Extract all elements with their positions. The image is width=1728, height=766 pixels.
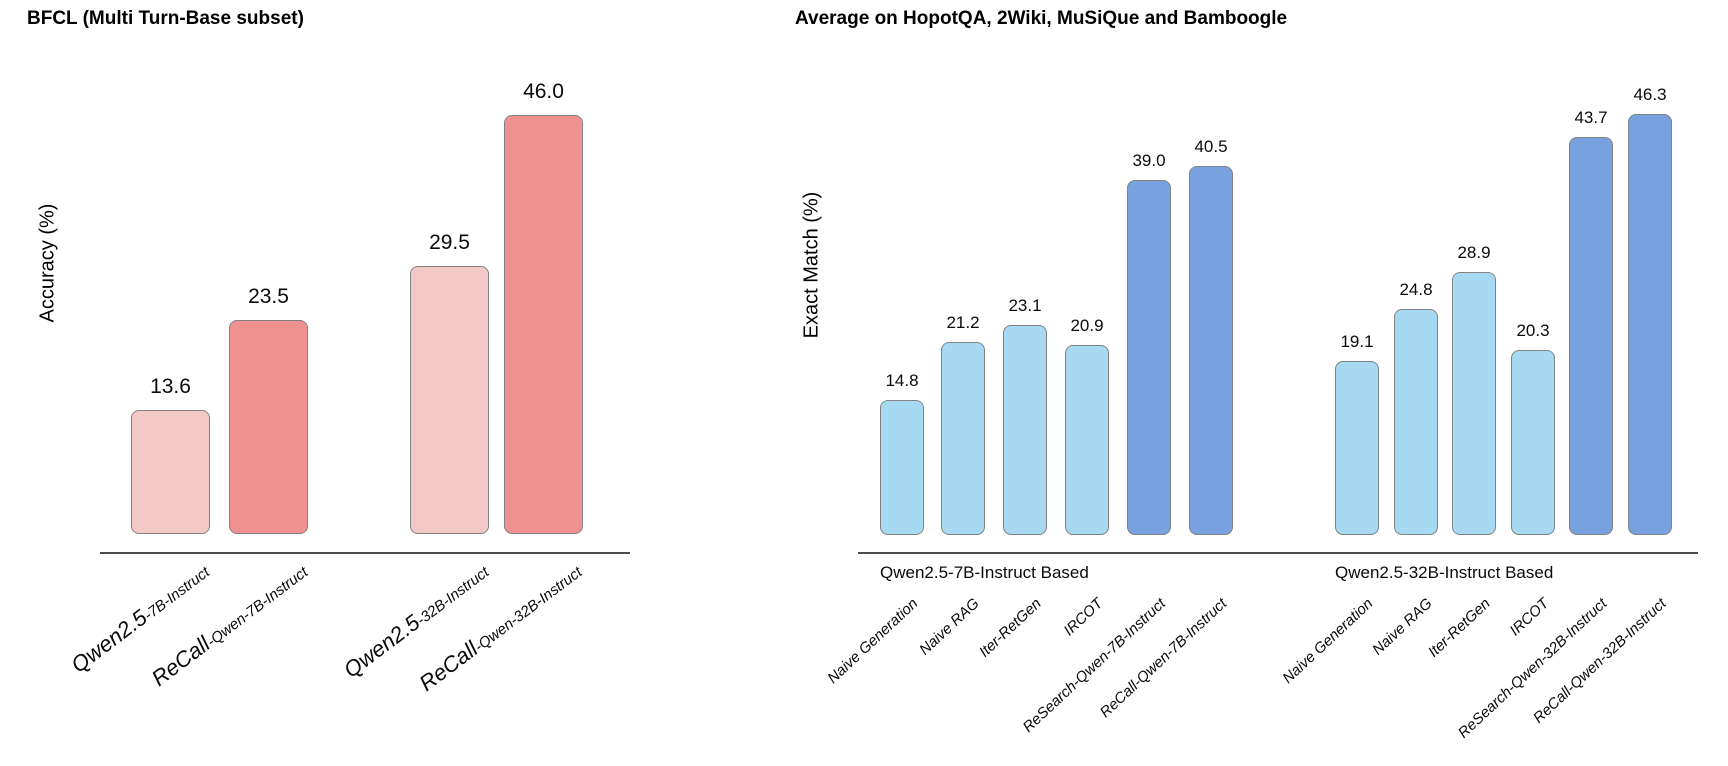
tick-label: Naive Generation — [1279, 595, 1377, 688]
bar-value-label: 39.0 — [1132, 151, 1166, 171]
bar-value-label: 28.9 — [1457, 243, 1491, 262]
x-tick-label: ReCall-Qwen-32B-Instruct — [415, 558, 587, 697]
tick-label: Iter-RetGen — [975, 595, 1045, 661]
bar-value-label: 43.7 — [1574, 108, 1608, 128]
bar-value-label: 46.3 — [1633, 84, 1667, 104]
bar — [1065, 344, 1109, 535]
tick-label-suffix: -7B-Instruct — [140, 563, 213, 624]
x-axis-line — [100, 552, 630, 554]
bar — [941, 342, 985, 535]
bar — [131, 410, 210, 534]
group-label: Qwen2.5-32B-Instruct Based — [1335, 563, 1554, 582]
tick-label: IRCOT — [1506, 595, 1553, 640]
bar — [1189, 166, 1233, 535]
tick-label-main: Qwen2.5 — [338, 609, 424, 683]
bar-value-label: 40.5 — [1194, 137, 1228, 157]
x-tick-label: Naive Generation — [1280, 595, 1378, 688]
y-axis-label-exact-match: Exact Match (%) — [800, 191, 823, 339]
group-label: Qwen2.5-7B-Instruct Based — [880, 563, 1089, 582]
bar — [1452, 272, 1496, 535]
bar-value-label: 13.6 — [150, 375, 191, 399]
tick-label: ReCall-Qwen-7B-Instruct — [1097, 595, 1231, 722]
bar-value-label: 24.8 — [1399, 280, 1433, 300]
x-tick-label: Naive Generation — [825, 595, 923, 688]
tick-label-suffix: -32B-Instruct — [413, 563, 492, 629]
bar-value-label: 23.1 — [1008, 295, 1042, 315]
bar — [1335, 361, 1379, 535]
bar — [410, 265, 489, 534]
tick-label-suffix: -Qwen-7B-Instruct — [203, 563, 311, 651]
tick-label: Iter-RetGen — [1424, 595, 1494, 661]
x-tick-label: Naive RAG — [916, 595, 983, 659]
bar — [1394, 309, 1438, 535]
tick-label-main: ReCall — [414, 636, 483, 696]
tick-label: IRCOT — [1060, 595, 1107, 640]
bar — [1003, 324, 1047, 535]
tick-label-main: Qwen2.5 — [66, 604, 152, 678]
bar-value-label: 46.0 — [523, 80, 564, 104]
x-axis-line — [858, 552, 1698, 554]
bar — [1511, 350, 1555, 535]
bar — [1628, 113, 1672, 535]
bar — [504, 115, 583, 534]
tick-label-main: ReCall — [146, 631, 215, 691]
tick-label: Naive RAG — [916, 595, 983, 659]
bar-value-label: 23.5 — [248, 285, 289, 309]
bar — [880, 400, 924, 535]
x-tick-label: Iter-RetGen — [1425, 595, 1494, 661]
x-tick-label: IRCOT — [1507, 595, 1553, 640]
x-tick-label: Iter-RetGen — [976, 595, 1045, 661]
chart-title-qa-average: Average on HopotQA, 2Wiki, MuSiQue and B… — [795, 8, 1288, 29]
bar-value-label: 20.9 — [1070, 315, 1104, 335]
bar — [1569, 137, 1613, 535]
y-axis-label-accuracy: Accuracy (%) — [36, 203, 59, 323]
bar — [229, 320, 308, 534]
bar-value-label: 29.5 — [429, 230, 470, 254]
bar-value-label: 14.8 — [885, 371, 919, 391]
x-tick-label: ReCall-Qwen-7B-Instruct — [1097, 595, 1231, 722]
bar-value-label: 20.3 — [1516, 321, 1550, 341]
bar-value-label: 21.2 — [946, 313, 980, 333]
bar — [1127, 180, 1171, 535]
bar-value-label: 19.1 — [1340, 332, 1374, 352]
x-tick-label: IRCOT — [1061, 595, 1107, 640]
chart-title-bfcl: BFCL (Multi Turn-Base subset) — [27, 8, 304, 29]
tick-label: Naive Generation — [824, 595, 922, 688]
